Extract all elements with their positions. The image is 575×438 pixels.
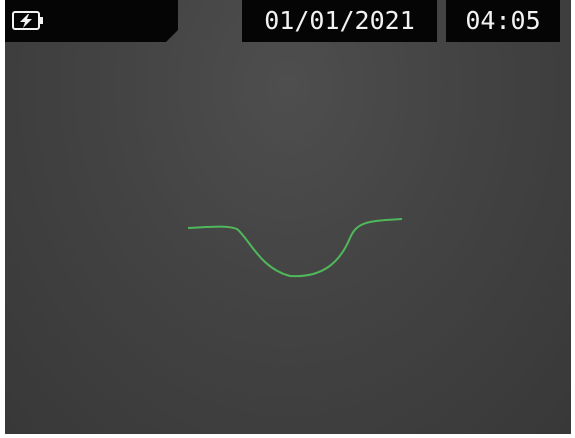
overlay	[5, 0, 403, 278]
date: 01/01/2021	[264, 6, 415, 35]
left-status-box	[5, 0, 178, 42]
battery-icon	[12, 11, 43, 30]
time: 04:05	[465, 6, 541, 35]
time-box: 04:05	[446, 0, 560, 42]
detected-curve	[187, 218, 403, 278]
camera-view: 01/01/2021 04:05	[5, 0, 571, 434]
date-box: 01/01/2021	[242, 0, 437, 42]
